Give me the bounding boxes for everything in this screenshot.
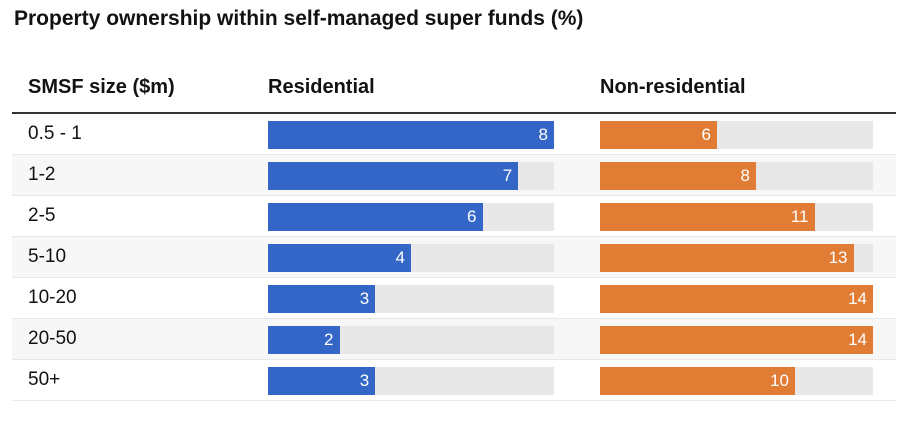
residential-value-label: 4 — [395, 248, 405, 267]
non-residential-track: 11 — [600, 203, 873, 231]
residential-track: 8 — [268, 121, 554, 149]
header-smsf-size: SMSF size ($m) — [28, 76, 175, 98]
non-residential-bar: 6 — [600, 121, 717, 149]
residential-bar: 4 — [268, 244, 411, 272]
table-row: 10-20 3 14 — [12, 278, 896, 319]
residential-track: 3 — [268, 285, 554, 313]
non-residential-bar: 14 — [600, 285, 873, 313]
non-residential-value-label: 10 — [770, 371, 789, 390]
non-residential-bar: 14 — [600, 326, 873, 354]
non-residential-track: 13 — [600, 244, 873, 272]
non-residential-value-label: 14 — [848, 289, 867, 308]
table-row: 2-5 6 11 — [12, 196, 896, 237]
non-residential-value-label: 13 — [828, 248, 848, 267]
table-row: 20-50 2 14 — [12, 319, 896, 360]
row-label: 10-20 — [28, 287, 77, 308]
non-residential-track: 10 — [600, 367, 873, 395]
residential-bar: 2 — [268, 326, 340, 354]
residential-track: 2 — [268, 326, 554, 354]
row-label: 50+ — [28, 369, 61, 390]
non-residential-value-label: 14 — [848, 330, 867, 349]
residential-value-label: 3 — [359, 371, 370, 390]
non-residential-track: 14 — [600, 326, 873, 354]
non-residential-bar: 11 — [600, 203, 815, 231]
non-residential-value-label: 8 — [740, 166, 750, 185]
residential-bar: 8 — [268, 121, 554, 149]
residential-track: 3 — [268, 367, 554, 395]
table-row: 50+ 3 10 — [12, 360, 896, 401]
residential-value-label: 7 — [502, 166, 513, 185]
residential-value-label: 8 — [538, 125, 548, 144]
header-residential: Residential — [268, 76, 375, 98]
residential-value-label: 3 — [359, 289, 370, 308]
non-residential-bar: 10 — [600, 367, 795, 395]
table-row: 5-10 4 13 — [12, 237, 896, 278]
header-non-residential: Non-residential — [600, 76, 746, 98]
table-body: 0.5 - 1 8 6 1-2 7 8 2-5 6 11 5-10 4 13 10-20 3 14 20-50… — [12, 114, 896, 401]
residential-value-label: 6 — [467, 207, 477, 226]
non-residential-track: 8 — [600, 162, 873, 190]
row-label: 5-10 — [28, 246, 67, 267]
non-residential-bar: 8 — [600, 162, 756, 190]
non-residential-value-label: 11 — [790, 207, 809, 226]
table-row: 0.5 - 1 8 6 — [12, 114, 896, 155]
residential-track: 6 — [268, 203, 554, 231]
residential-value-label: 2 — [324, 330, 334, 349]
chart-title: Property ownership within self-managed s… — [14, 7, 584, 30]
residential-track: 4 — [268, 244, 554, 272]
table-header: SMSF size ($m) Residential Non-residenti… — [12, 66, 896, 114]
non-residential-track: 14 — [600, 285, 873, 313]
non-residential-value-label: 6 — [701, 125, 711, 144]
non-residential-bar: 13 — [600, 244, 854, 272]
row-label: 2-5 — [28, 205, 56, 226]
residential-bar: 7 — [268, 162, 519, 190]
non-residential-track: 6 — [600, 121, 873, 149]
residential-track: 7 — [268, 162, 554, 190]
row-label: 1-2 — [28, 164, 56, 185]
table-row: 1-2 7 8 — [12, 155, 896, 196]
residential-bar: 6 — [268, 203, 483, 231]
residential-bar: 3 — [268, 285, 376, 313]
row-label: 0.5 - 1 — [28, 123, 82, 144]
row-label: 20-50 — [28, 328, 77, 349]
residential-bar: 3 — [268, 367, 376, 395]
